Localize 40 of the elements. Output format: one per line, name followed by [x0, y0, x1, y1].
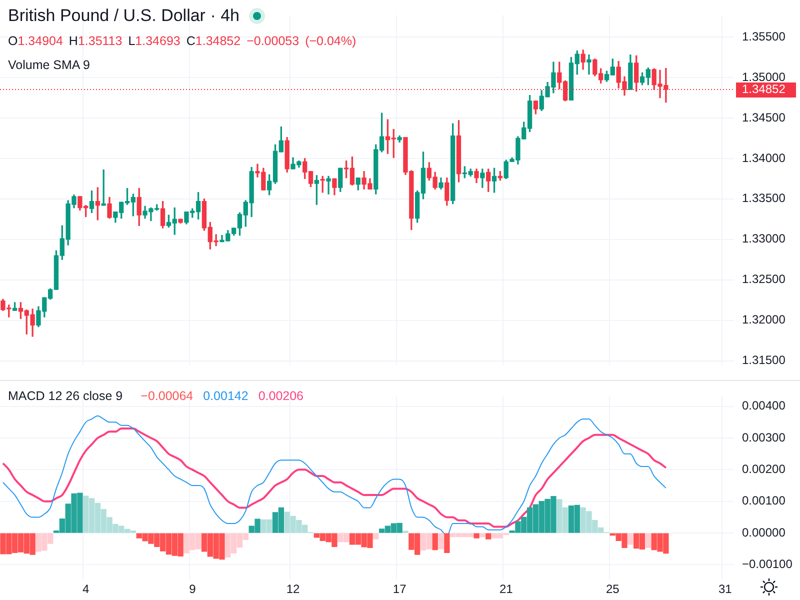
y-tick-label: 1.31500 — [742, 353, 786, 368]
y-tick-label: 1.35500 — [742, 29, 786, 44]
x-tick-label: 9 — [189, 582, 196, 596]
chart-title: British Pound / U.S. Dollar · 4h — [8, 6, 240, 26]
line-series — [2, 428, 667, 528]
x-tick-label: 25 — [606, 582, 620, 596]
y-tick-label: 1.33500 — [742, 191, 786, 206]
y-tick-label: 1.34500 — [742, 110, 786, 124]
x-tick-label: 21 — [499, 582, 514, 596]
y-tick-label: 1.32500 — [742, 272, 786, 286]
y-tick-label: 0.00100 — [742, 494, 786, 508]
y-tick-label: 1.35000 — [742, 70, 786, 84]
x-tick-label: 17 — [392, 582, 407, 596]
annotation: 0.00142 — [203, 389, 248, 403]
x-tick-label: 4 — [82, 582, 90, 596]
y-tick-label: 0.00400 — [742, 398, 786, 413]
y-tick-label: 0.00000 — [742, 525, 786, 540]
bar — [628, 533, 634, 545]
bar — [444, 533, 450, 554]
bar — [480, 533, 486, 538]
annotation: 0.00206 — [258, 389, 304, 403]
annotation: −0.00064 — [140, 389, 194, 403]
ref-line-label: 1.34852 — [742, 82, 786, 96]
bar — [645, 533, 652, 548]
bar — [474, 533, 480, 538]
text: O1.34904 H1.35113 L1.34693 C1.34852 −0.00053 (−0.04%) — [8, 34, 356, 48]
bar — [432, 533, 438, 550]
y-tick-label: 0.00200 — [742, 462, 786, 476]
chart-title: MACD 12 26 close 9 — [8, 389, 123, 403]
y-tick-label: 1.34000 — [742, 150, 786, 165]
bar — [438, 533, 444, 550]
y-tick-label: 0.00300 — [742, 430, 786, 444]
y-tick-label: 1.32000 — [742, 312, 786, 327]
x-tick-label: 12 — [286, 582, 300, 596]
y-tick-label: 1.33000 — [742, 232, 786, 246]
x-tick-label: 31 — [718, 582, 732, 596]
y-tick-label: −0.00100 — [742, 557, 793, 572]
bar — [373, 533, 379, 540]
annotation: Volume SMA 9 — [8, 58, 91, 72]
bar — [486, 533, 492, 540]
